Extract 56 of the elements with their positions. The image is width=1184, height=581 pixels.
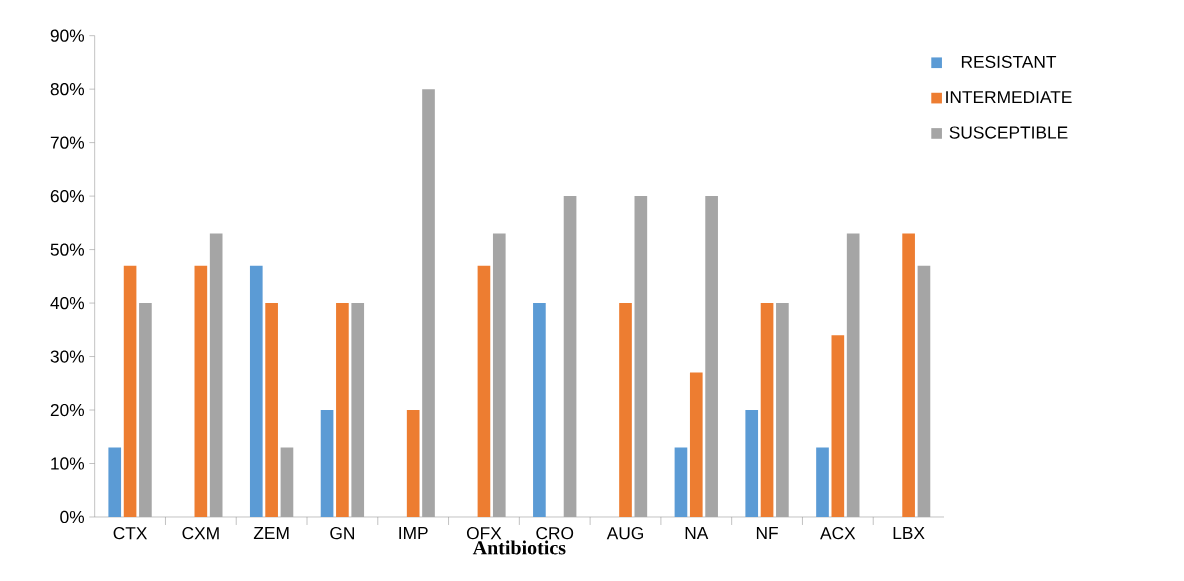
bar: [422, 89, 435, 517]
x-tick-label: NA: [685, 527, 709, 539]
bar: [351, 303, 365, 517]
x-tick-label: GN: [330, 527, 354, 540]
y-tick-label: 50%: [50, 243, 85, 256]
y-tick-label: 0%: [60, 510, 85, 524]
y-tick-label: 80%: [50, 83, 85, 96]
bar: [831, 335, 845, 517]
bar: [563, 196, 577, 517]
y-tick-label: 30%: [50, 350, 85, 363]
y-tick-label: 60%: [50, 189, 85, 203]
x-tick-label: CRO: [536, 527, 574, 540]
y-tick-label: 20%: [50, 403, 85, 417]
x-tick-label: ZEM: [253, 527, 289, 539]
bar: [745, 410, 759, 517]
y-tick-label: 90%: [50, 29, 85, 42]
bar: [265, 303, 278, 517]
bar: [705, 196, 718, 517]
bar: [776, 303, 789, 517]
bar: [760, 303, 774, 517]
bar: [249, 265, 263, 517]
x-tick-label: CTX: [113, 527, 148, 540]
x-tick-label: LBX: [893, 527, 925, 539]
y-tick-label: 70%: [50, 136, 85, 149]
bar: [123, 265, 137, 517]
legend-label: SUSCEPTIBLE: [949, 126, 1068, 139]
bar: [917, 265, 931, 517]
x-tick-label: OFX: [466, 527, 502, 540]
bar: [320, 410, 334, 517]
x-tick-label: IMP: [399, 527, 428, 539]
bar: [477, 265, 491, 517]
y-tick-label: 40%: [50, 296, 85, 310]
bar: [619, 303, 632, 517]
bar: [139, 303, 152, 517]
legend-label: RESISTANT: [961, 55, 1057, 68]
bar: [108, 447, 122, 517]
x-tick-label: AUG: [606, 527, 643, 540]
x-tick-label: CXM: [182, 527, 219, 540]
bar: [406, 410, 420, 517]
bar: [846, 233, 860, 517]
bar: [533, 303, 546, 517]
bar: [674, 447, 688, 517]
bar: [689, 372, 703, 517]
x-tick-label: NF: [756, 527, 778, 539]
bar: [634, 196, 648, 517]
x-tick-label: ACX: [820, 527, 856, 540]
bar: [209, 233, 223, 517]
bar: [492, 233, 506, 517]
x-axis-title: Antibiotics: [472, 540, 566, 555]
bar: [902, 233, 915, 517]
bar: [194, 265, 208, 517]
bar: [280, 447, 294, 517]
y-tick-label: 10%: [51, 457, 85, 470]
legend-label: INTERMEDIATE: [946, 91, 1072, 104]
bar: [336, 303, 349, 517]
bar: [816, 447, 829, 517]
